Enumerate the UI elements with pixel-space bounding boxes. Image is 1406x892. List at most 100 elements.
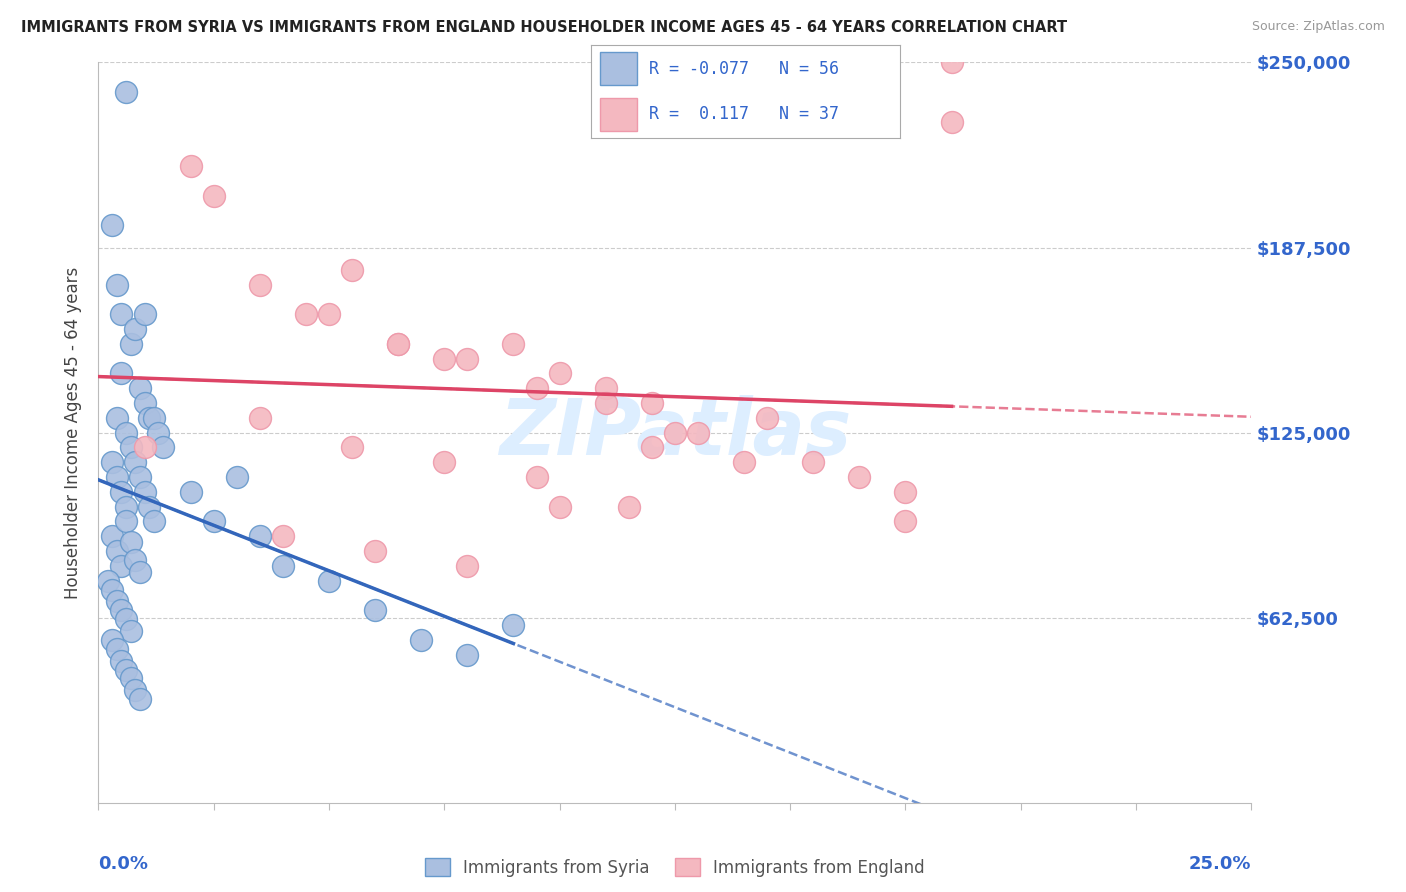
Point: [142, 515, 165, 529]
Point: [110, 367, 132, 381]
Point: [120, 672, 142, 686]
Point: [134, 484, 156, 499]
Point: [120, 535, 142, 549]
Text: R = -0.077   N = 56: R = -0.077 N = 56: [650, 60, 839, 78]
Point: [142, 410, 165, 425]
Point: [664, 425, 686, 440]
Point: [124, 455, 146, 469]
Point: [115, 425, 138, 440]
Point: [387, 336, 409, 351]
Point: [120, 336, 142, 351]
Point: [202, 188, 225, 202]
Point: [225, 470, 247, 484]
Point: [97, 574, 120, 588]
Bar: [600, 52, 637, 85]
Point: [733, 455, 755, 469]
Point: [941, 55, 963, 70]
Point: [115, 85, 138, 99]
Point: [202, 515, 225, 529]
Point: [249, 529, 271, 543]
Point: [894, 515, 917, 529]
Text: 25.0%: 25.0%: [1189, 855, 1251, 872]
Point: [411, 632, 433, 647]
Point: [456, 558, 478, 573]
Point: [148, 425, 170, 440]
Point: [180, 159, 202, 173]
Point: [595, 396, 617, 410]
Text: 0.0%: 0.0%: [98, 855, 149, 872]
Point: [105, 277, 128, 292]
Point: [138, 500, 160, 514]
Point: [101, 219, 124, 233]
Point: [456, 351, 478, 366]
Point: [124, 683, 146, 698]
Point: [120, 624, 142, 638]
Point: [124, 553, 146, 567]
Point: [105, 470, 128, 484]
Point: [105, 410, 128, 425]
Point: [641, 396, 664, 410]
Point: [340, 262, 363, 277]
Point: [129, 381, 152, 395]
Point: [502, 618, 524, 632]
Point: [110, 603, 132, 617]
Point: [134, 396, 156, 410]
Point: [595, 381, 617, 395]
Point: [124, 322, 146, 336]
Point: [548, 367, 571, 381]
Point: [249, 277, 271, 292]
Point: [115, 663, 138, 677]
Bar: [600, 98, 637, 131]
Point: [548, 500, 571, 514]
Point: [271, 529, 294, 543]
Point: [115, 515, 138, 529]
Point: [105, 641, 128, 656]
Point: [502, 336, 524, 351]
Point: [848, 470, 870, 484]
Point: [318, 307, 340, 321]
Point: [801, 455, 824, 469]
Point: [129, 565, 152, 579]
Point: [387, 336, 409, 351]
Point: [134, 307, 156, 321]
Y-axis label: Householder Income Ages 45 - 64 years: Householder Income Ages 45 - 64 years: [63, 267, 82, 599]
Point: [249, 410, 271, 425]
Point: [894, 484, 917, 499]
Point: [110, 558, 132, 573]
Point: [129, 692, 152, 706]
Point: [295, 307, 318, 321]
Point: [110, 654, 132, 668]
Point: [456, 648, 478, 662]
Text: Source: ZipAtlas.com: Source: ZipAtlas.com: [1251, 20, 1385, 33]
Point: [756, 410, 779, 425]
Point: [101, 529, 124, 543]
Text: R =  0.117   N = 37: R = 0.117 N = 37: [650, 105, 839, 123]
Point: [110, 484, 132, 499]
Point: [120, 441, 142, 455]
Point: [105, 594, 128, 608]
Point: [617, 500, 640, 514]
Point: [101, 455, 124, 469]
Point: [526, 470, 548, 484]
Point: [115, 612, 138, 626]
Point: [105, 544, 128, 558]
Point: [364, 544, 387, 558]
Text: ZIPatlas: ZIPatlas: [499, 394, 851, 471]
Text: IMMIGRANTS FROM SYRIA VS IMMIGRANTS FROM ENGLAND HOUSEHOLDER INCOME AGES 45 - 64: IMMIGRANTS FROM SYRIA VS IMMIGRANTS FROM…: [21, 20, 1067, 35]
Point: [433, 455, 456, 469]
Point: [318, 574, 340, 588]
Point: [110, 307, 132, 321]
Point: [364, 603, 387, 617]
Point: [340, 441, 363, 455]
Point: [101, 632, 124, 647]
Point: [941, 114, 963, 128]
Point: [129, 470, 152, 484]
Point: [180, 484, 202, 499]
Point: [686, 425, 709, 440]
Point: [101, 582, 124, 597]
Point: [115, 500, 138, 514]
Point: [152, 441, 174, 455]
Point: [526, 381, 548, 395]
Point: [271, 558, 294, 573]
Point: [433, 351, 456, 366]
